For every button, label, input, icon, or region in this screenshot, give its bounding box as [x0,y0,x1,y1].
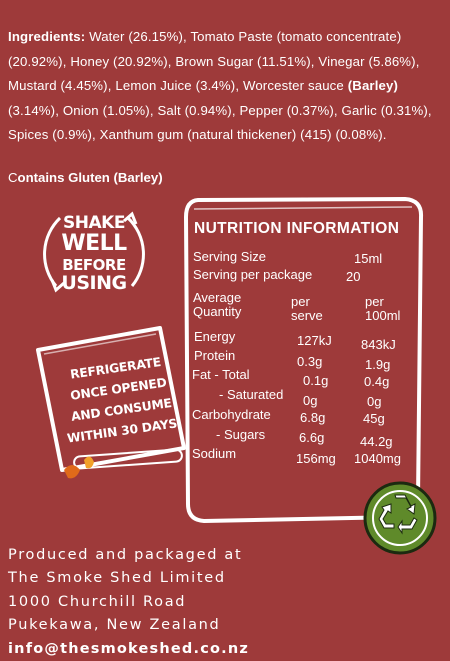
serving-size-label: Serving Size [193,249,266,264]
servings-per-package-label: Serving per package [193,267,313,282]
per-100ml-line-1: per [365,294,384,309]
ingredients-heading: Ingredients: [8,29,86,44]
per-serve-line-2: serve [291,308,323,323]
saturated-label: - Saturated [219,387,284,402]
allergen-statement: Contains Gluten (Barley) [8,166,163,190]
fat-total-per-serve: 0.1g [303,373,329,388]
servings-per-package-value: 20 [346,269,361,284]
average-quantity-header: Average Quantity [193,291,241,319]
saturated-per-100ml: 0g [367,394,382,409]
protein-per-100ml: 1.9g [365,357,391,372]
allergen-statement-initial: C [8,170,18,185]
energy-per-serve: 127kJ [297,333,332,348]
protein-per-serve: 0.3g [297,354,323,369]
street-address: 1000 Churchill Road [8,593,187,610]
average-quantity-line-2: Quantity [193,304,242,319]
fat-total-per-100ml: 0.4g [364,374,390,389]
using-word: USING [61,272,127,294]
per-serve-header: per serve [291,295,323,323]
average-quantity-line-1: Average [193,290,242,305]
per-serve-line-1: per [291,294,310,309]
sodium-label: Sodium [192,446,237,461]
chili-flame-icon [64,465,80,479]
thermometer-bar-icon [73,448,183,470]
carbohydrate-per-serve: 6.8g [300,410,326,425]
per-100ml-header: per 100ml [365,295,400,323]
producer-info: Produced and packaged at The Smoke Shed … [8,544,448,661]
energy-per-100ml: 843kJ [361,337,396,352]
recycle-icon [363,481,437,555]
allergen-statement-rest: ontains Gluten (Barley) [17,170,163,185]
fat-total-label: Fat - Total [192,367,250,382]
protein-label: Protein [194,348,236,363]
circular-arrows-icon [43,211,145,293]
produced-by-line: Produced and packaged at [8,547,243,563]
note-outline-icon [36,326,186,479]
saturated-per-serve: 0g [303,393,318,408]
shake-well-badge: SHAKE WELL BEFORE USING [30,200,160,310]
carbohydrate-label: Carbohydrate [192,407,271,422]
serving-size-value: 15ml [354,251,383,266]
ingredients-list-part1: Water (26.15%), Tomato Paste (tomato con… [8,29,420,93]
sugars-label: - Sugars [216,427,266,442]
allergen-barley: (Barley) [347,78,399,93]
refrigerate-note: REFRIGERATE ONCE OPENED AND CONSUME WITH… [32,320,192,490]
carbohydrate-per-100ml: 45g [363,411,385,426]
per-100ml-line-2: 100ml [365,308,401,323]
contact-email: info@thesmokeshed.co.nz [8,640,250,657]
before-word: BEFORE [62,256,126,274]
nutrition-panel: NUTRITION INFORMATION Serving Size 15ml … [180,195,430,525]
sugars-per-serve: 6.6g [299,430,325,445]
ingredients-text: Ingredients: Water (26.15%), Tomato Past… [8,25,444,148]
nutrition-title: NUTRITION INFORMATION [194,220,400,237]
sodium-per-100ml: 1040mg [354,451,401,466]
sodium-per-serve: 156mg [296,451,336,466]
sugars-per-100ml: 44.2g [360,434,393,449]
city-country: Pukekawa, New Zealand [8,617,221,634]
ingredients-list-part2: (3.14%), Onion (1.05%), Salt (0.94%), Pe… [8,102,432,143]
energy-label: Energy [194,329,236,344]
well-word: WELL [61,231,127,256]
shake-word: SHAKE [63,213,125,233]
company-name: The Smoke Shed Limited [8,570,226,587]
